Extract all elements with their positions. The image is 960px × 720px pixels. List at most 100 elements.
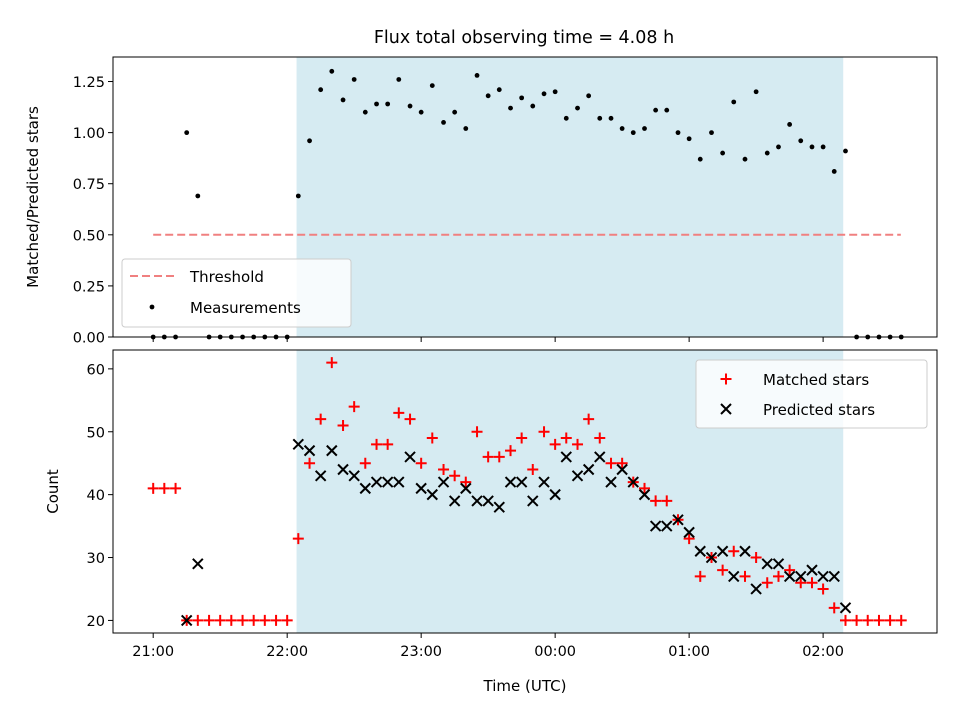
matched-star-point: [873, 614, 885, 626]
measurement-point: [541, 91, 547, 97]
measurement-point: [195, 193, 201, 199]
legend-matched-swatch: [720, 373, 732, 385]
measurement-point: [843, 148, 848, 154]
measurement-point: [385, 101, 391, 107]
predicted-star-point: [750, 583, 762, 595]
matched-star-point: [683, 533, 695, 545]
predicted-star-point: [661, 520, 673, 532]
predicted-star-point: [817, 570, 829, 583]
measurement-point: [675, 130, 681, 136]
measurement-point: [496, 87, 502, 93]
predicted-star-point: [605, 476, 617, 488]
predicted-star-point: [739, 545, 751, 557]
measurement-point: [418, 109, 424, 115]
measurement-point: [563, 115, 569, 121]
measurement-point: [597, 115, 603, 121]
matched-star-point: [348, 401, 360, 413]
measurement-point: [340, 97, 346, 103]
measurement-point: [586, 93, 592, 99]
count-x-tick-label: 21:00: [132, 644, 174, 660]
predicted-star-point: [515, 476, 528, 488]
predicted-star-point: [627, 476, 639, 488]
predicted-star-point: [326, 444, 338, 457]
measurement-point: [329, 68, 335, 74]
measurement-point: [798, 138, 804, 144]
predicted-star-point: [728, 570, 740, 583]
count-x-tick-label: 01:00: [668, 644, 710, 660]
matched-star-point: [438, 463, 450, 475]
matched-star-point: [147, 482, 159, 494]
measurement-point: [608, 115, 614, 121]
count-legend-box: [695, 359, 928, 429]
matched-star-point: [572, 438, 584, 450]
matched-star-point: [806, 577, 818, 589]
predicted-star-point: [795, 570, 807, 583]
matched-star-point: [382, 438, 394, 450]
matched-star-point: [237, 614, 249, 626]
measurement-point: [474, 72, 480, 78]
predicted-star-point: [504, 476, 517, 488]
count-y-tick-label: 20: [87, 614, 105, 630]
measurement-point: [753, 89, 759, 95]
legend-threshold-label: Threshold: [189, 268, 264, 286]
matched-star-point: [281, 614, 293, 626]
predicted-star-point: [448, 495, 461, 507]
predicted-star-point: [705, 551, 718, 564]
matched-star-point: [616, 457, 628, 469]
count-y-tick-label: 60: [87, 362, 105, 378]
matched-star-point: [192, 614, 204, 626]
matched-star-point: [828, 602, 840, 614]
matched-star-point: [583, 413, 595, 425]
matched-star-point: [449, 470, 461, 482]
count-x-tick-label: 22:00: [266, 644, 308, 660]
predicted-star-point: [437, 476, 450, 488]
count-x-tick-label: 02:00: [802, 644, 844, 660]
predicted-star-point: [426, 488, 438, 501]
predicted-star-point: [761, 558, 773, 570]
matched-star-point: [549, 438, 561, 450]
measurement-point: [396, 77, 402, 82]
measurement-point: [776, 144, 781, 150]
predicted-star-point: [493, 501, 505, 513]
matched-star-point: [371, 438, 383, 450]
measurement-point: [742, 156, 748, 162]
matched-star-point: [404, 413, 416, 425]
matched-star-point: [784, 564, 796, 576]
matched-star-point: [203, 614, 215, 626]
measurement-point: [630, 130, 636, 136]
measurement-point: [485, 93, 491, 99]
matched-star-point: [460, 476, 472, 488]
ratio-y-tick-label: 0.50: [73, 228, 105, 244]
predicted-star-point: [694, 545, 706, 557]
measurement-point: [351, 77, 357, 82]
predicted-star-point: [594, 451, 606, 463]
ratio-y-tick-label: 1.00: [73, 126, 105, 142]
measurement-point: [686, 136, 692, 142]
ratio-axes-frame: [112, 56, 938, 338]
predicted-star-point: [482, 495, 494, 507]
predicted-star-point: [616, 463, 628, 476]
predicted-star-point: [337, 463, 349, 476]
ratio-y-tick-label: 0.75: [73, 177, 105, 193]
predicted-star-point: [649, 520, 662, 532]
predicted-star-point: [638, 488, 651, 501]
measurement-point: [295, 193, 301, 199]
count-y-tick-label: 30: [87, 551, 105, 567]
matched-star-point: [292, 533, 304, 545]
matched-star-point: [862, 614, 874, 626]
predicted-star-point: [683, 526, 695, 539]
legend-predicted-label: Predicted stars: [763, 401, 875, 419]
predicted-star-point: [292, 438, 305, 451]
predicted-star-point: [393, 476, 405, 488]
predicted-star-point: [192, 558, 204, 570]
predicted-star-point: [348, 470, 360, 482]
predicted-star-point: [538, 476, 550, 488]
matched-star-point: [661, 495, 673, 507]
predicted-star-point: [772, 558, 785, 570]
predicted-star-point: [560, 451, 572, 463]
measurement-point: [407, 103, 413, 109]
measurement-point: [362, 109, 368, 115]
matched-star-point: [538, 426, 550, 438]
measurement-point: [809, 144, 815, 150]
matched-star-point: [650, 495, 662, 507]
